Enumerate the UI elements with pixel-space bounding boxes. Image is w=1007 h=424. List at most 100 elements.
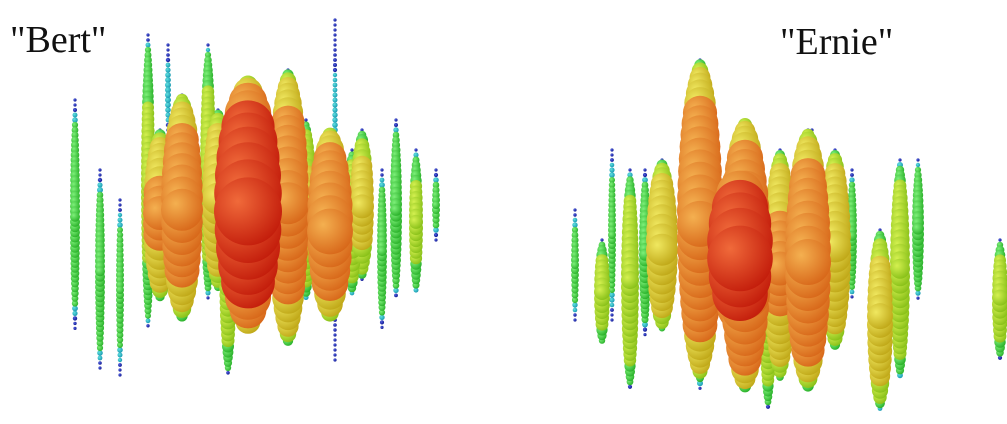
dom-hit [333,343,336,346]
dom-hit [850,168,853,171]
dom-hit [698,387,701,390]
dom-hit [394,118,397,121]
dom-hit [573,318,576,321]
dom-hit [333,338,336,341]
dom-hit [333,73,337,77]
dom-hit [608,231,616,239]
dom-hit [117,222,123,228]
dom-hit [609,297,614,302]
dom-hit [643,328,647,332]
dom-hit [166,48,169,51]
dom-strings [70,18,1007,411]
dom-hit [146,38,150,42]
dom-hit [610,158,614,162]
dom-hit [226,371,230,375]
dom-hit [390,204,402,216]
dom-hit [98,361,102,365]
dom-hit [304,118,307,121]
event-label: "Bert" [10,19,106,61]
dom-hit [600,238,603,241]
dom-hit [333,323,337,327]
dom-hit [766,405,770,409]
dom-hit [609,167,614,172]
dom-hit [73,327,76,330]
dom-hit [333,348,336,351]
dom-hit [98,168,101,171]
dom-hit [333,33,336,36]
dom-hit [118,213,122,217]
dom-hit [594,284,610,300]
dom-hit [573,218,578,223]
dom-hit [118,208,122,212]
dom-hit [610,303,615,308]
dom-hit [165,72,171,78]
dom-hit [146,324,149,327]
dom-hit [333,58,337,62]
dom-hit [333,43,336,46]
dom-hit [379,315,384,320]
dom-hit [628,168,631,171]
dom-hit [118,373,121,376]
dom-hit [166,53,170,57]
dom-hit [214,177,282,245]
dom-hit [609,292,615,298]
dom-hit [380,178,385,183]
dom-hit [380,320,384,324]
dom-hit [409,215,423,229]
dom-hit [867,303,893,329]
dom-hit [166,63,171,68]
dom-hit [394,123,398,127]
dom-hit [414,148,417,151]
dom-hit [333,38,336,41]
dom-hit [118,218,123,223]
dom-hit [998,238,1001,241]
dom-hit [573,213,576,216]
dom-hit [621,271,639,289]
dom-hit [646,234,678,266]
dom-hit [380,326,383,329]
dom-hit [333,353,336,356]
dom-hit [785,239,831,285]
dom-hit [146,318,151,323]
dom-hit [610,163,615,168]
dom-hit [98,178,102,182]
dom-hit [333,53,337,57]
dom-hit [572,222,577,227]
dom-hit [916,163,920,167]
dom-hit [333,88,338,93]
dom-hit [333,358,336,361]
dom-hit [333,23,336,26]
dom-hit [377,246,387,256]
dom-hit [332,102,337,107]
dom-hit [333,333,336,336]
dom-hit [643,333,646,336]
dom-hit [333,63,337,67]
event-display: "Bert" "Ernie" [0,0,1007,424]
dom-hit [165,107,171,113]
dom-hit [610,153,613,156]
dom-hit [118,353,123,358]
dom-hit [166,58,170,62]
dom-hit [434,168,437,171]
dom-hit [333,98,338,103]
dom-hit [332,107,337,112]
dom-hit [95,266,105,276]
dom-hit [610,308,614,312]
dom-hit [332,112,337,117]
dom-hit [73,103,76,106]
dom-hit [72,311,77,316]
dom-hit [97,182,102,187]
dom-hit [118,203,121,206]
dom-hit [206,296,209,299]
dom-hit [118,358,122,362]
dom-hit [146,33,149,36]
dom-hit [898,158,901,161]
dom-hit [73,113,78,118]
dom-hit [98,173,101,176]
dom-hit [916,158,919,161]
dom-hit [609,172,615,178]
dom-hit [98,366,101,369]
dom-hit [206,43,209,46]
dom-hit [117,347,123,353]
dom-hit [73,322,76,325]
